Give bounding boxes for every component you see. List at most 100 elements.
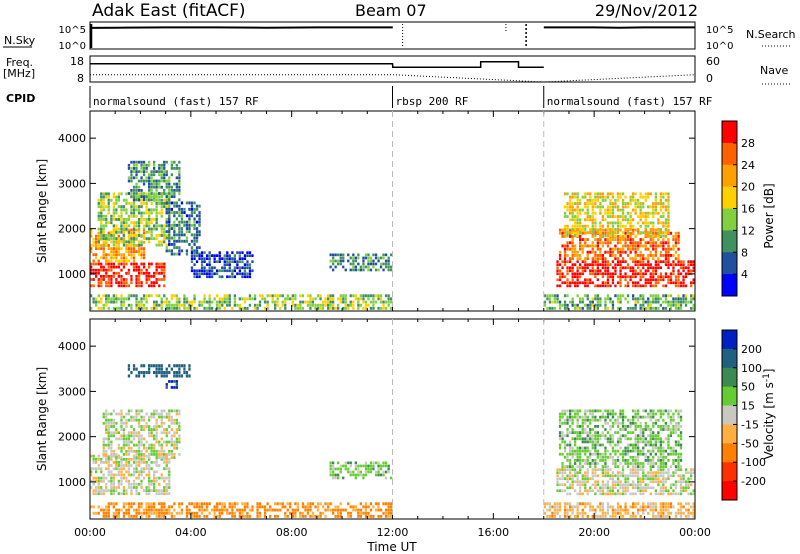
heatmap-cell — [574, 208, 577, 212]
heatmap-cell — [314, 297, 317, 301]
heatmap-cell — [576, 409, 579, 413]
heatmap-cell — [105, 412, 108, 416]
heatmap-cell — [112, 431, 115, 435]
heatmap-cell — [173, 214, 176, 218]
heatmap-cell — [142, 167, 146, 170]
heatmap-cell — [659, 409, 662, 413]
heatmap-cell — [390, 300, 393, 304]
heatmap-cell — [107, 253, 110, 257]
heatmap-cell — [100, 306, 103, 310]
heatmap-cell — [604, 415, 607, 419]
heatmap-cell — [579, 306, 582, 310]
heatmap-cell — [624, 437, 627, 441]
heatmap-cell — [387, 262, 390, 266]
heatmap-cell — [596, 455, 599, 459]
heatmap-cell — [662, 224, 665, 228]
heatmap-cell — [589, 202, 592, 205]
heatmap-cell — [163, 428, 166, 431]
heatmap-cell — [256, 508, 259, 512]
heatmap-cell — [652, 480, 655, 484]
heatmap-cell — [626, 483, 630, 487]
heatmap-cell — [178, 214, 181, 218]
heatmap-cell — [120, 456, 123, 459]
heatmap-cell — [155, 421, 158, 425]
heatmap-cell — [122, 415, 126, 419]
heatmap-cell — [193, 514, 196, 518]
heatmap-cell — [581, 446, 584, 450]
heatmap-cell — [591, 489, 594, 493]
heatmap-cell — [97, 237, 100, 241]
heatmap-cell — [382, 262, 385, 266]
heatmap-cell — [142, 294, 146, 298]
heatmap-cell — [142, 173, 146, 177]
heatmap-cell — [629, 250, 632, 254]
heatmap-cell — [140, 502, 143, 506]
heatmap-cell — [639, 477, 642, 481]
heatmap-cell — [619, 250, 622, 254]
heatmap-cell — [163, 486, 166, 489]
heatmap-cell — [384, 300, 388, 304]
heatmap-cell — [135, 470, 138, 474]
heatmap-cell — [637, 221, 640, 225]
heatmap-cell — [115, 195, 118, 199]
heatmap-cell — [574, 263, 577, 266]
heatmap-cell — [92, 253, 95, 257]
heatmap-cell — [110, 489, 113, 492]
heatmap-cell — [654, 284, 657, 288]
heatmap-cell — [594, 294, 597, 298]
heatmap-cell — [155, 428, 158, 431]
heatmap-cell — [576, 306, 579, 310]
heatmap-cell — [596, 425, 599, 428]
heatmap-cell — [563, 224, 567, 228]
heatmap-cell — [105, 192, 108, 196]
heatmap-cell — [652, 221, 655, 225]
heatmap-cell — [137, 275, 141, 278]
heatmap-cell — [231, 272, 234, 276]
heatmap-cell — [148, 192, 151, 196]
heatmap-cell — [158, 453, 161, 456]
heatmap-cell — [642, 434, 645, 438]
heatmap-cell — [637, 480, 640, 484]
heatmap-cell — [690, 306, 693, 310]
heatmap-cell — [659, 275, 662, 279]
heatmap-cell — [125, 262, 128, 266]
heatmap-cell — [168, 511, 171, 515]
heatmap-cell — [97, 198, 100, 202]
heatmap-cell — [95, 492, 98, 496]
heatmap-cell — [286, 502, 289, 506]
heatmap-cell — [677, 281, 680, 285]
heatmap-cell — [644, 247, 647, 251]
heatmap-cell — [629, 278, 632, 282]
heatmap-cell — [105, 467, 108, 471]
heatmap-cell — [566, 409, 569, 413]
heatmap-cell — [619, 462, 622, 465]
heatmap-cell — [624, 205, 627, 209]
heatmap-cell — [314, 303, 317, 307]
heatmap-cell — [321, 303, 325, 307]
heatmap-cell — [596, 241, 599, 245]
heatmap-cell — [120, 221, 123, 225]
heatmap-cell — [579, 300, 582, 304]
heatmap-cell — [233, 294, 236, 298]
heatmap-cell — [372, 514, 375, 518]
heatmap-cell — [145, 467, 148, 471]
heatmap-cell — [556, 477, 559, 481]
heatmap-cell — [178, 167, 181, 170]
heatmap-cell — [616, 421, 620, 425]
heatmap-cell — [606, 508, 610, 512]
heatmap-cell — [619, 294, 622, 298]
heatmap-cell — [634, 241, 637, 245]
heatmap-cell — [160, 297, 163, 301]
heatmap-cell — [115, 502, 118, 506]
heatmap-cell — [107, 259, 110, 263]
heatmap-cell — [563, 409, 567, 413]
heatmap-cell — [135, 300, 138, 304]
heatmap-cell — [107, 262, 110, 266]
heatmap-cell — [649, 452, 652, 456]
heatmap-cell — [632, 238, 635, 241]
heatmap-cell — [321, 511, 325, 515]
heatmap-cell — [644, 428, 647, 431]
heatmap-cell — [291, 294, 294, 298]
heatmap-cell — [606, 468, 610, 471]
heatmap-cell — [387, 514, 390, 518]
